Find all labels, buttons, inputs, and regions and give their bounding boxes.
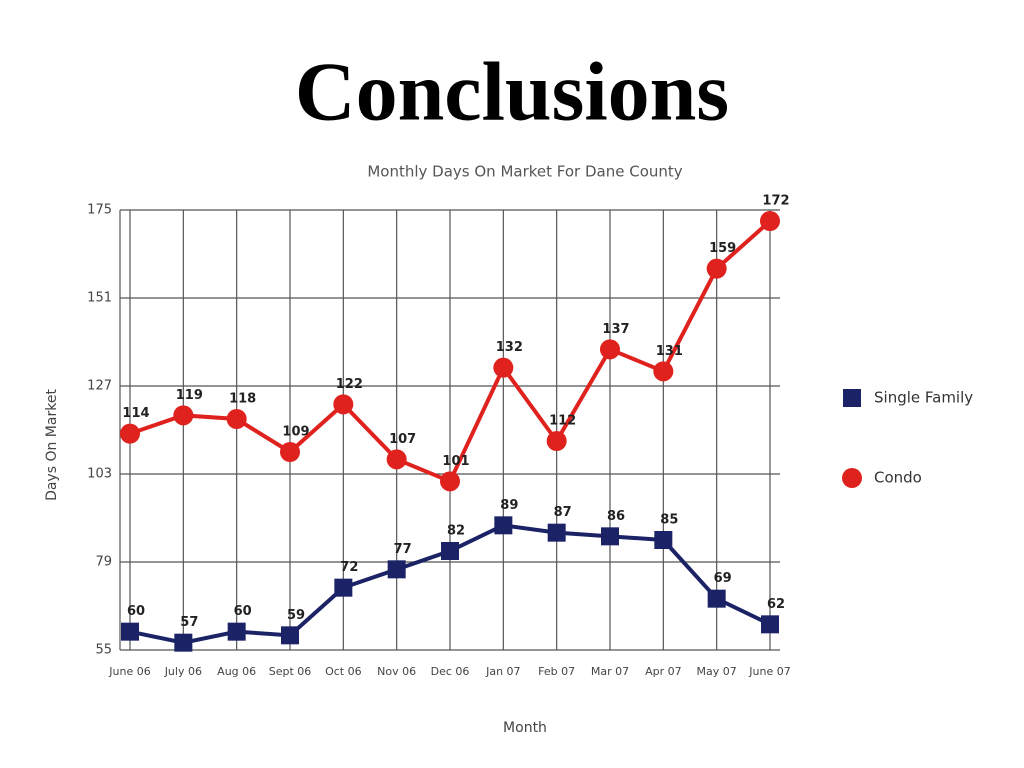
marker — [280, 442, 300, 462]
marker — [333, 394, 354, 415]
x-axis-label: Month — [503, 720, 547, 736]
x-tick-label: Sept 06 — [269, 665, 312, 678]
data-label: 101 — [442, 454, 469, 469]
y-tick-label: 151 — [87, 291, 112, 306]
marker — [494, 516, 513, 535]
x-tick-label: Oct 06 — [325, 665, 362, 678]
data-label: 131 — [656, 344, 683, 359]
data-label: 86 — [607, 509, 625, 524]
data-label: 82 — [447, 524, 465, 539]
x-tick-label: Mar 07 — [591, 665, 629, 678]
x-tick-label: June 07 — [748, 665, 790, 678]
y-axis-label: Days On Market — [44, 389, 60, 501]
marker — [706, 258, 727, 279]
data-label: 107 — [389, 432, 416, 447]
marker — [120, 423, 140, 444]
marker — [761, 615, 779, 634]
marker — [760, 211, 780, 231]
data-label: 119 — [176, 388, 203, 403]
x-tick-label: Jan 07 — [485, 665, 520, 678]
marker — [441, 542, 459, 560]
legend-marker — [843, 389, 861, 407]
data-label: 172 — [762, 194, 789, 209]
data-label: 62 — [767, 597, 785, 612]
data-label: 60 — [127, 604, 145, 619]
marker — [174, 633, 193, 652]
marker — [493, 357, 514, 378]
x-tick-label: Nov 06 — [377, 665, 416, 678]
slide-title: Conclusions — [295, 45, 729, 138]
marker — [334, 578, 353, 597]
x-tick-label: June 06 — [108, 665, 150, 678]
data-label: 77 — [394, 542, 412, 557]
x-tick-label: Feb 07 — [538, 665, 575, 678]
data-label: 87 — [554, 505, 572, 520]
legend-label: Condo — [874, 469, 922, 487]
marker — [226, 409, 247, 429]
marker — [386, 449, 407, 470]
data-label: 112 — [549, 414, 576, 429]
data-label: 114 — [122, 406, 149, 421]
marker — [653, 361, 674, 382]
data-label: 85 — [660, 513, 678, 528]
data-label: 57 — [180, 615, 198, 630]
x-tick-label: July 06 — [164, 665, 202, 678]
y-tick-label: 175 — [87, 203, 112, 218]
data-label: 69 — [714, 571, 732, 586]
marker — [121, 622, 139, 641]
data-label: 122 — [336, 377, 363, 392]
marker — [440, 471, 460, 492]
marker — [707, 589, 726, 608]
data-label: 60 — [234, 604, 252, 619]
data-label: 89 — [500, 498, 518, 513]
data-label: 159 — [709, 241, 736, 256]
y-tick-label: 55 — [95, 643, 112, 658]
x-tick-label: Apr 07 — [645, 665, 682, 678]
marker — [600, 339, 620, 360]
y-tick-label: 103 — [87, 467, 112, 482]
marker — [387, 560, 406, 579]
data-label: 137 — [602, 322, 629, 337]
marker — [654, 531, 673, 549]
marker — [546, 431, 567, 451]
data-label: 118 — [229, 392, 256, 407]
data-label: 72 — [340, 560, 358, 575]
data-label: 132 — [496, 340, 523, 355]
data-label: 109 — [282, 425, 309, 440]
marker — [281, 626, 299, 645]
x-tick-label: Aug 06 — [217, 665, 256, 678]
legend-marker — [842, 468, 862, 488]
legend-label: Single Family — [874, 389, 973, 407]
chart-title: Monthly Days On Market For Dane County — [367, 163, 682, 181]
x-tick-label: May 07 — [697, 665, 737, 678]
x-tick-label: Dec 06 — [431, 665, 470, 678]
data-label: 59 — [287, 608, 305, 623]
y-tick-label: 127 — [87, 379, 112, 394]
marker — [173, 405, 194, 426]
marker — [547, 523, 566, 542]
marker — [227, 622, 246, 641]
y-tick-label: 79 — [95, 555, 112, 570]
marker — [601, 527, 619, 546]
